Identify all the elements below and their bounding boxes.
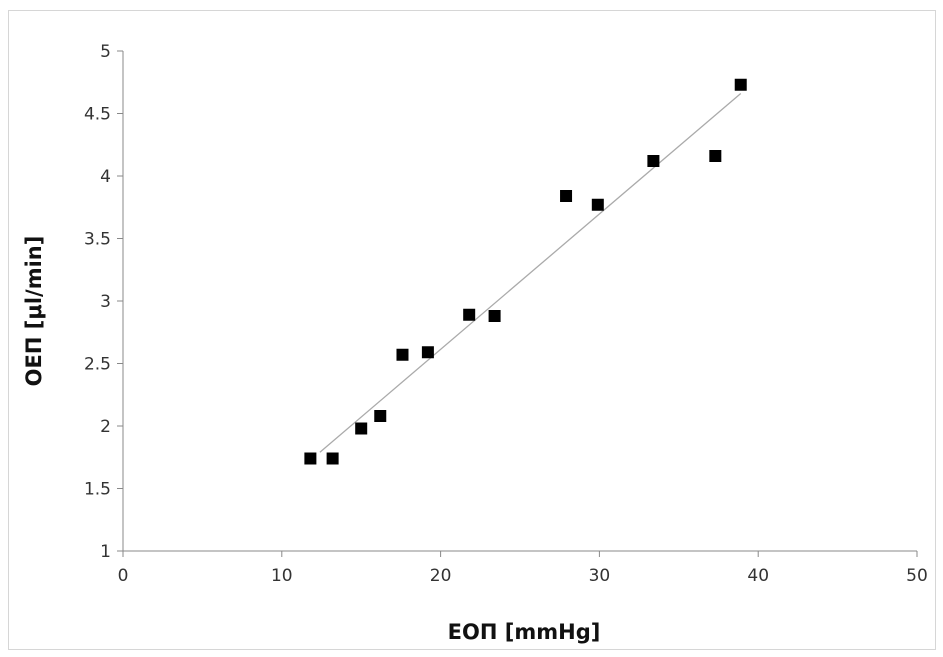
data-point xyxy=(374,410,387,422)
y-tick-label: 3.5 xyxy=(84,230,111,250)
data-point xyxy=(647,155,660,167)
data-point xyxy=(355,422,368,435)
y-tick-label: 5 xyxy=(100,42,111,62)
data-point xyxy=(734,78,747,91)
data-point xyxy=(591,198,604,211)
data-point xyxy=(463,308,476,321)
y-tick-label: 2.5 xyxy=(84,355,111,375)
y-tick-label: 3 xyxy=(100,292,111,312)
chart-frame: 1 1.5 2 2.5 3 3.5 4 4.5 5 0 10 20 30 40 50 ΕΟΠ [mmHg] … xyxy=(8,10,936,650)
data-point xyxy=(396,348,409,361)
y-tick-label: 4 xyxy=(100,167,111,187)
y-tick-label: 2 xyxy=(100,417,111,437)
x-tick-label: 10 xyxy=(271,566,293,586)
data-point xyxy=(560,190,573,202)
data-point xyxy=(421,346,434,359)
x-tick-label: 40 xyxy=(747,566,769,586)
trendline-group xyxy=(319,93,742,453)
x-tick-label: 50 xyxy=(906,566,928,586)
data-point xyxy=(304,452,317,465)
axes: 11.522.533.544.550 10 20 30 40 50 xyxy=(84,42,928,586)
x-tick-label: 0 xyxy=(118,566,129,586)
y-tick-label: 1.5 xyxy=(84,480,111,500)
y-tick-label: 4.5 xyxy=(84,105,111,125)
data-points xyxy=(304,78,747,465)
x-tick-label: 20 xyxy=(430,566,452,586)
trendline xyxy=(319,93,742,453)
x-axis-title: ΕΟΠ [mmHg] xyxy=(448,620,601,644)
y-axis-title: ΟΕΠ [μl/min] xyxy=(22,236,46,387)
data-point xyxy=(709,150,722,162)
data-point xyxy=(326,452,339,465)
scatter-chart: 11.522.533.544.550 10 20 30 40 50 ΕΟΠ [mmHg] … xyxy=(22,42,928,644)
y-tick-label: 1 xyxy=(100,542,111,562)
x-tick-label: 30 xyxy=(589,566,611,586)
data-point xyxy=(488,310,501,322)
